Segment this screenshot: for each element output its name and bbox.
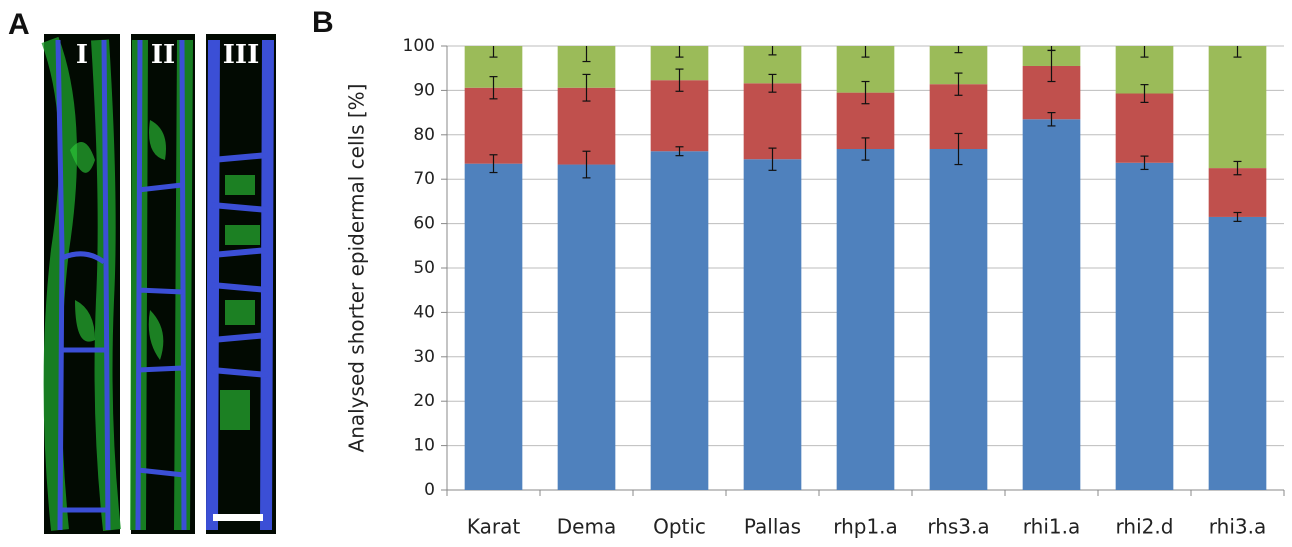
- x-tick-label: Pallas: [744, 515, 801, 539]
- bar-segment: [1116, 94, 1174, 163]
- x-tick-label: Optic: [653, 515, 706, 539]
- y-axis-label: Analysed shorter epidermal cells [%]: [345, 84, 369, 453]
- bar-segment: [1209, 217, 1267, 490]
- x-tick-label: Karat: [467, 515, 520, 539]
- x-tick-label: Dema: [557, 515, 616, 539]
- y-tick-label: 10: [413, 436, 435, 456]
- y-tick-label: 80: [413, 125, 435, 145]
- y-tick-label: 0: [424, 480, 435, 500]
- y-tick-label: 90: [413, 80, 435, 100]
- bar-segment: [1116, 163, 1174, 490]
- x-tick-label: rhs3.a: [927, 515, 989, 539]
- bar-segment: [744, 159, 802, 490]
- page: A B I II III Analysed shorter epidermal …: [0, 0, 1292, 547]
- y-tick-label: 60: [413, 214, 435, 234]
- y-tick-label: 100: [403, 36, 435, 56]
- x-tick-label: rhi3.a: [1209, 515, 1266, 539]
- y-tick-label: 30: [413, 347, 435, 367]
- figure: A B I II III Analysed shorter epidermal …: [0, 0, 1292, 547]
- micrograph: [131, 34, 195, 534]
- x-tick-label: rhp1.a: [833, 515, 898, 539]
- y-tick-label: 50: [413, 258, 435, 278]
- bar-segment: [651, 151, 709, 490]
- bars: [465, 46, 1267, 490]
- bar-segment: [465, 164, 523, 490]
- bar-segment: [930, 149, 988, 490]
- y-tick-label: 20: [413, 391, 435, 411]
- y-tick-label: 40: [413, 302, 435, 322]
- bar-segment: [1023, 119, 1081, 490]
- micrograph: [206, 34, 276, 534]
- micrograph: [44, 34, 120, 534]
- x-tick-label: rhi2.d: [1116, 515, 1174, 539]
- image-label: III: [223, 40, 260, 70]
- bar-segment: [1209, 46, 1267, 168]
- x-tick-label: rhi1.a: [1023, 515, 1080, 539]
- image-label: I: [76, 40, 88, 70]
- y-tick-label: 70: [413, 169, 435, 189]
- panel-label: A: [8, 8, 30, 41]
- bar-segment: [837, 149, 895, 490]
- panel-label: B: [312, 6, 334, 39]
- bar-segment: [1209, 168, 1267, 217]
- bar-segment: [558, 165, 616, 490]
- image-label: II: [151, 40, 175, 70]
